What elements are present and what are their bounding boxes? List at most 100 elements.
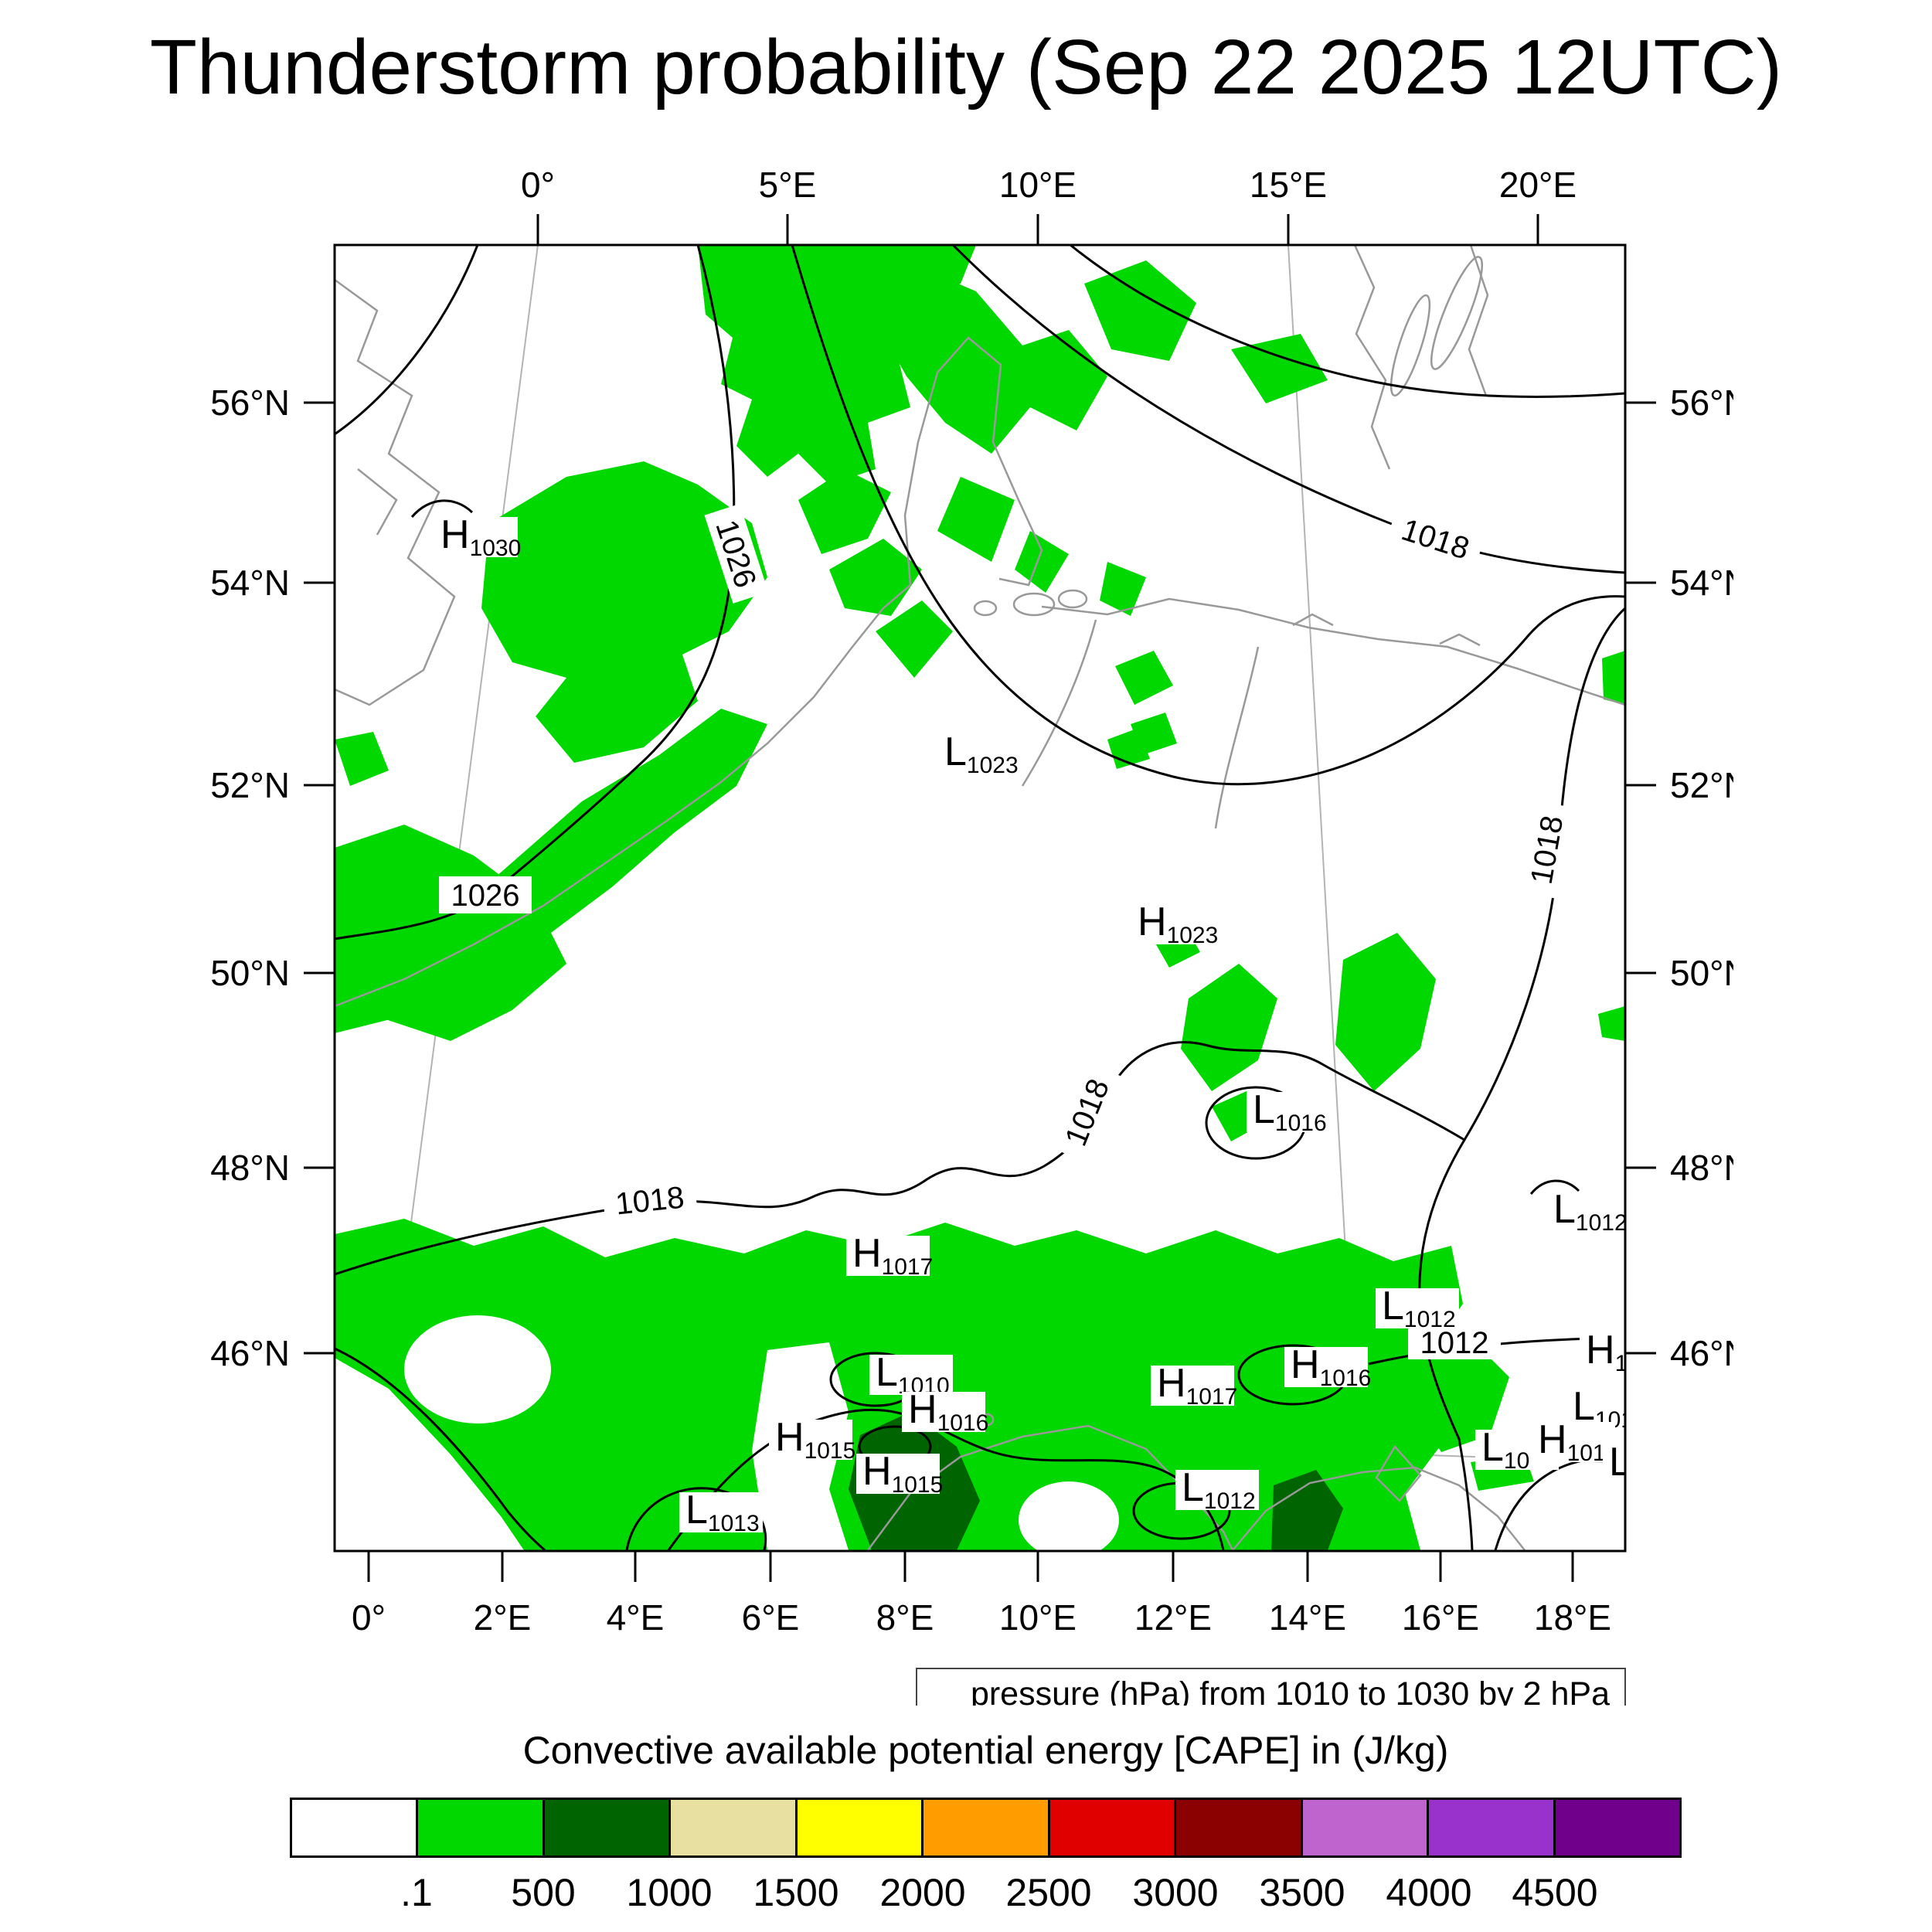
river-elbe	[1021, 619, 1097, 787]
isobar-line	[1070, 245, 1625, 398]
colorbar-cell	[1176, 1800, 1303, 1855]
coastline-lagoon	[1439, 633, 1481, 647]
pressure-letter: H	[775, 1415, 804, 1460]
pressure-value: 1017	[882, 1254, 934, 1280]
cape-region	[1100, 562, 1146, 616]
coastline-uk-detail	[357, 468, 398, 536]
coastline-adriatic	[1232, 1466, 1526, 1551]
svg-text:H1023: H1023	[1138, 900, 1218, 948]
pressure-letter: H	[1138, 900, 1167, 944]
axis-tick-label: 12°E	[1134, 1597, 1212, 1638]
cape-region	[1015, 531, 1069, 593]
label-box	[679, 1492, 763, 1532]
cape-region	[1335, 933, 1436, 1091]
pressure-value: 1012	[1404, 1307, 1456, 1332]
axis-tick-label: 50°N	[210, 953, 290, 993]
pressure-center-low: L1012	[1175, 1465, 1259, 1514]
cape-region	[868, 268, 1107, 454]
isobar-line-1018	[951, 245, 1625, 574]
island-gotland	[1430, 256, 1484, 370]
pressure-value: 1017	[1186, 1384, 1238, 1410]
isobar-label: 1026	[439, 876, 532, 913]
axis-tick-label: 2°E	[474, 1597, 532, 1638]
label-box	[434, 517, 518, 557]
isobars	[335, 245, 1625, 1551]
label-box	[1131, 904, 1215, 944]
svg-text:H1017: H1017	[1157, 1361, 1237, 1410]
pressure-center-low: L1023	[938, 730, 1022, 778]
pressure-center-high: H1017	[1151, 1361, 1237, 1410]
isobar-label-text: 1012	[1420, 1326, 1489, 1360]
pressure-center-high: H1015	[769, 1415, 855, 1464]
island	[1057, 589, 1088, 609]
label-box	[1175, 1470, 1259, 1510]
isobar-line-1018	[1418, 607, 1625, 1551]
axis-tick-label: 20°E	[1499, 165, 1577, 205]
coastline-baltic	[1041, 597, 1625, 706]
svg-text:L1012: L1012	[1182, 1465, 1256, 1514]
pressure-center-high: H1030	[434, 512, 521, 561]
colorbar-tick-label: 3500	[1259, 1871, 1345, 1914]
axis-tick-label: 54°N	[1670, 563, 1733, 603]
svg-text:H1030: H1030	[440, 512, 521, 561]
cape-hole	[335, 1358, 524, 1550]
cape-region	[829, 539, 922, 616]
cape-region	[1598, 1006, 1625, 1041]
pressure-letter: H	[1291, 1342, 1320, 1387]
colorbar-cell	[671, 1800, 798, 1855]
colorbar-cell	[418, 1800, 545, 1855]
pressure-letter: L	[1182, 1465, 1204, 1510]
axis-tick-label: 14°E	[1269, 1597, 1346, 1638]
isobar-label: 1012	[1408, 1325, 1501, 1360]
colorbar-cell	[1555, 1800, 1679, 1855]
colorbar-tick-label: 3000	[1132, 1871, 1219, 1914]
axis-tick-label: 8°E	[876, 1597, 934, 1638]
colorbar-tick-label: 1500	[753, 1871, 839, 1914]
axis-tick-label: 48°N	[1670, 1148, 1733, 1188]
axis-tick-label: 52°N	[1670, 765, 1733, 805]
colorbar-tick-label: 1000	[626, 1871, 713, 1914]
colorbar-cell	[1049, 1800, 1177, 1855]
isobar-line	[667, 1408, 1225, 1551]
axis-tick-label: 0°	[352, 1597, 386, 1638]
svg-text:L1023: L1023	[944, 730, 1019, 778]
svg-text:H1016: H1016	[1291, 1342, 1371, 1391]
pressure-letter: L	[944, 730, 967, 774]
colorbar-tick-label: 4500	[1512, 1871, 1598, 1914]
isobar-label-box	[439, 876, 532, 913]
axis-tick-label: 4°E	[607, 1597, 665, 1638]
pressure-value: 1013	[708, 1511, 760, 1536]
svg-text:H1016: H1016	[908, 1387, 988, 1436]
axis-tick-label: 48°N	[210, 1148, 290, 1188]
isobar-line	[625, 1487, 767, 1551]
label-box	[1603, 1444, 1625, 1485]
svg-text:L1013: L1013	[685, 1488, 760, 1536]
river-oder	[1214, 646, 1260, 829]
isobar-line	[335, 245, 479, 436]
colorbar-tick-label: 2000	[879, 1871, 966, 1914]
svg-text:H1017: H1017	[852, 1231, 933, 1280]
cape-region-dark	[1271, 1470, 1343, 1550]
coastline-istria	[1375, 1444, 1422, 1502]
coastline-lagoon	[1292, 613, 1334, 627]
pressure-letter: H	[1157, 1361, 1186, 1406]
isobar-line-1030	[410, 499, 474, 518]
isobar-label-box	[1386, 506, 1486, 571]
cape-region	[481, 461, 767, 763]
pressure-value: 1	[1631, 1463, 1645, 1488]
cape-region	[876, 600, 953, 678]
label-box	[846, 1236, 930, 1276]
pressure-letter: H	[908, 1387, 937, 1432]
cape-shading	[335, 245, 1625, 1550]
map-content: 1026 1026 1018 1018 1018	[335, 245, 1645, 1551]
axis-tick-label: 15°E	[1250, 165, 1327, 205]
pressure-center-low: L1012	[1376, 1284, 1459, 1332]
colorbar-tick-label: 500	[511, 1871, 576, 1914]
pressure-center-high: H1014	[1532, 1417, 1618, 1466]
cape-region	[1115, 651, 1173, 705]
isobar-label-box	[601, 1176, 698, 1224]
coastline-north-sea	[335, 584, 911, 1008]
axis-tick-label: 56°N	[210, 383, 290, 423]
isobar-line	[1529, 1179, 1580, 1195]
